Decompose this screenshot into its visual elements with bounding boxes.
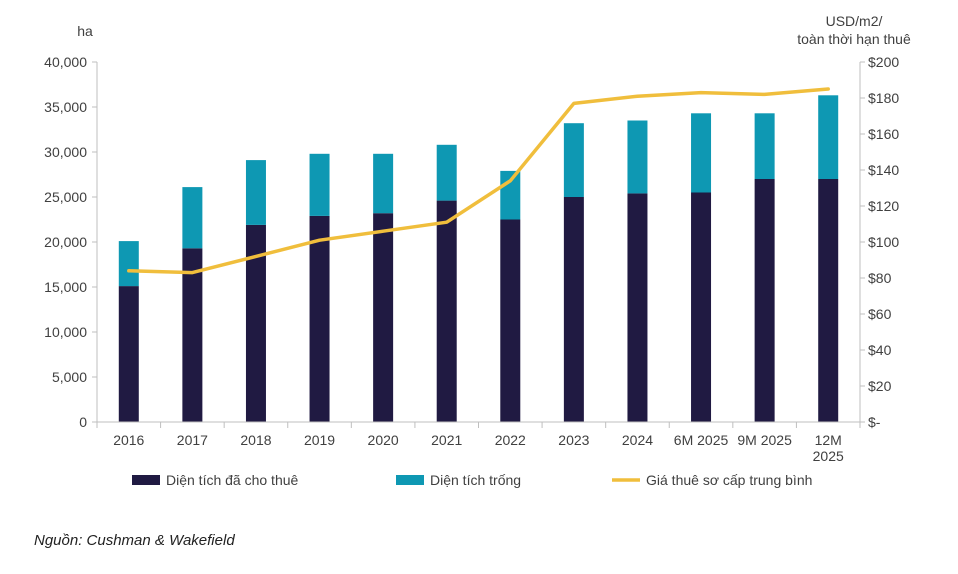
bar-vacant-7: [563, 123, 584, 197]
bar-vacant-2: [245, 160, 266, 225]
legend-label-rent: Giá thuê sơ cấp trung bình: [646, 472, 812, 488]
left-tick-label-3: 15,000: [44, 279, 87, 295]
left-tick-label-2: 10,000: [44, 324, 87, 340]
right-tick-label-8: $160: [868, 126, 899, 142]
bar-leased-9: [691, 192, 712, 422]
right-tick-label-4: $80: [868, 270, 892, 286]
left-tick-label-8: 40,000: [44, 54, 87, 70]
left-tick-label-4: 20,000: [44, 234, 87, 250]
right-tick-label-10: $200: [868, 54, 899, 70]
axes-layer: 0 5,000 10,000 15,000 20,000 25,000 30,000 35,0…: [44, 13, 911, 464]
x-tick-label-7: 2023: [558, 432, 589, 448]
x-tick-label-9: 6M 2025: [674, 432, 729, 448]
bar-leased-11: [818, 179, 839, 422]
bar-leased-1: [182, 248, 203, 422]
legend-label-vacant: Diện tích trống: [430, 472, 521, 488]
right-tick-label-7: $140: [868, 162, 899, 178]
x-tick-label-8: 2024: [622, 432, 653, 448]
right-tick-label-1: $20: [868, 378, 892, 394]
left-tick-label-7: 35,000: [44, 99, 87, 115]
bar-vacant-0: [118, 241, 139, 287]
right-tick-label-6: $120: [868, 198, 899, 214]
left-tick-label-5: 25,000: [44, 189, 87, 205]
right-tick-label-3: $60: [868, 306, 892, 322]
x-tick-label-2: 2018: [240, 432, 271, 448]
bar-leased-0: [118, 286, 139, 422]
right-axis-title-line-1: toàn thời hạn thuê: [797, 31, 911, 47]
right-tick-label-5: $100: [868, 234, 899, 250]
x-tick-label-3: 2019: [304, 432, 335, 448]
legend: Diện tích đã cho thuê Diện tích trống Giá …: [132, 472, 812, 488]
bar-vacant-5: [436, 144, 457, 201]
bar-leased-10: [754, 179, 775, 422]
line-layer: [127, 87, 830, 275]
rent-line: [127, 87, 830, 275]
x-tick-label-6: 2022: [495, 432, 526, 448]
bar-leased-8: [627, 193, 648, 422]
left-tick-label-0: 0: [79, 414, 87, 430]
legend-label-leased: Diện tích đã cho thuê: [166, 472, 299, 488]
bar-leased-7: [563, 197, 584, 422]
left-axis-title: ha: [77, 23, 93, 39]
left-tick-label-6: 30,000: [44, 144, 87, 160]
x-tick-label-11: 12M 2025: [813, 432, 844, 464]
x-tick-label-10: 9M 2025: [737, 432, 792, 448]
bar-leased-4: [373, 213, 394, 422]
bar-vacant-4: [373, 153, 394, 214]
x-tick-label-4: 2020: [368, 432, 399, 448]
right-tick-label-9: $180: [868, 90, 899, 106]
bar-leased-6: [500, 219, 521, 422]
bar-vacant-3: [309, 153, 330, 216]
bars-layer: [118, 95, 839, 422]
bar-vacant-1: [182, 187, 203, 249]
x-tick-label-0: 2016: [113, 432, 144, 448]
right-axis-title-line-0: USD/m2/: [826, 13, 883, 29]
x-tick-label-5: 2021: [431, 432, 462, 448]
bar-leased-5: [436, 200, 457, 422]
legend-swatch-leased: [132, 475, 160, 485]
source-note: Nguồn: Cushman & Wakefield: [34, 532, 235, 549]
bar-vacant-11: [818, 95, 839, 179]
x-tick-label-1: 2017: [177, 432, 208, 448]
bar-vacant-10: [754, 113, 775, 179]
left-tick-label-1: 5,000: [52, 369, 87, 385]
bar-leased-2: [245, 224, 266, 422]
bar-vacant-8: [627, 120, 648, 194]
right-tick-label-0: $-: [868, 414, 881, 430]
legend-swatch-vacant: [396, 475, 424, 485]
bar-vacant-9: [691, 113, 712, 193]
bar-leased-3: [309, 215, 330, 422]
right-tick-label-2: $40: [868, 342, 892, 358]
